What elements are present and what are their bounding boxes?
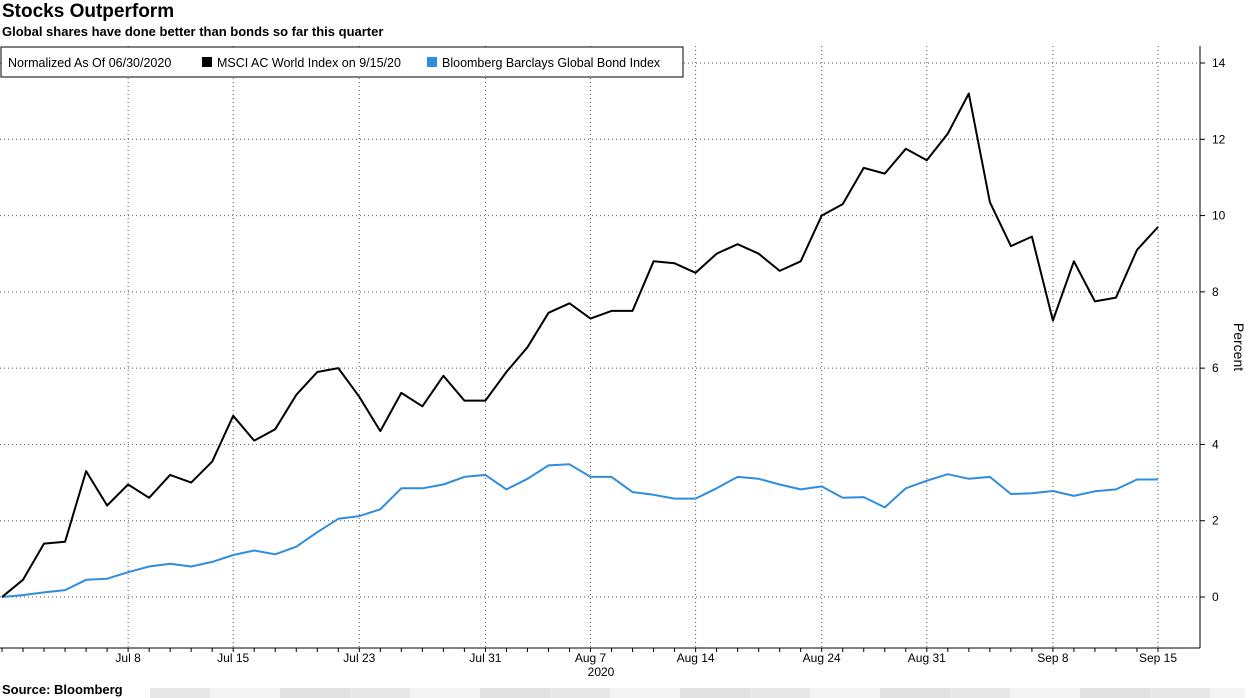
- y-tick-label: 8: [1212, 285, 1219, 299]
- y-tick-label: 0: [1212, 590, 1219, 604]
- x-tick-label: Jul 8: [115, 651, 141, 665]
- y-tick-label: 2: [1212, 514, 1219, 528]
- y-tick-label: 14: [1212, 56, 1226, 70]
- y-axis-title: Percent: [1231, 323, 1247, 371]
- source-note: Source: Bloomberg: [2, 682, 123, 697]
- x-tick-label: Aug 24: [803, 651, 841, 665]
- footer-strip: [150, 688, 1245, 698]
- legend-swatch-msci: [202, 57, 212, 67]
- y-tick-label: 4: [1212, 437, 1219, 451]
- grid: [0, 46, 1200, 648]
- y-tick-label: 12: [1212, 132, 1226, 146]
- chart-title: Stocks Outperform: [2, 1, 175, 22]
- series-lines: [1, 92, 1159, 598]
- series-line-msci: [1, 92, 1159, 598]
- legend-label-bond: Bloomberg Barclays Global Bond Index: [442, 56, 661, 70]
- axes: 0 2 4 6 8 10 12 14 Jul 8 Jul 15 Jul 23 Jul 31 Aug 7 A…: [0, 46, 1226, 665]
- legend-swatch-bond: [427, 57, 437, 67]
- x-tick-label: Aug 7: [575, 651, 607, 665]
- chart-subtitle: Global shares have done better than bond…: [2, 24, 384, 39]
- x-tick-label: Jul 23: [343, 651, 375, 665]
- legend-note: Normalized As Of 06/30/2020: [8, 56, 171, 70]
- series-line-bond: [1, 463, 1158, 598]
- x-tick-label: Sep 8: [1037, 651, 1069, 665]
- x-tick-label: Jul 31: [469, 651, 501, 665]
- x-tick-label: Jul 15: [217, 651, 249, 665]
- x-tick-label: Aug 31: [908, 651, 946, 665]
- legend: Normalized As Of 06/30/2020 MSCI AC Worl…: [0, 46, 684, 78]
- x-tick-label: Sep 15: [1139, 651, 1177, 665]
- legend-box: [0, 46, 684, 78]
- y-tick-label: 10: [1212, 209, 1226, 223]
- legend-label-msci: MSCI AC World Index on 9/15/20: [217, 56, 401, 70]
- x-year-label: 2020: [588, 665, 615, 679]
- x-tick-label: Aug 14: [677, 651, 715, 665]
- y-tick-label: 6: [1212, 361, 1219, 375]
